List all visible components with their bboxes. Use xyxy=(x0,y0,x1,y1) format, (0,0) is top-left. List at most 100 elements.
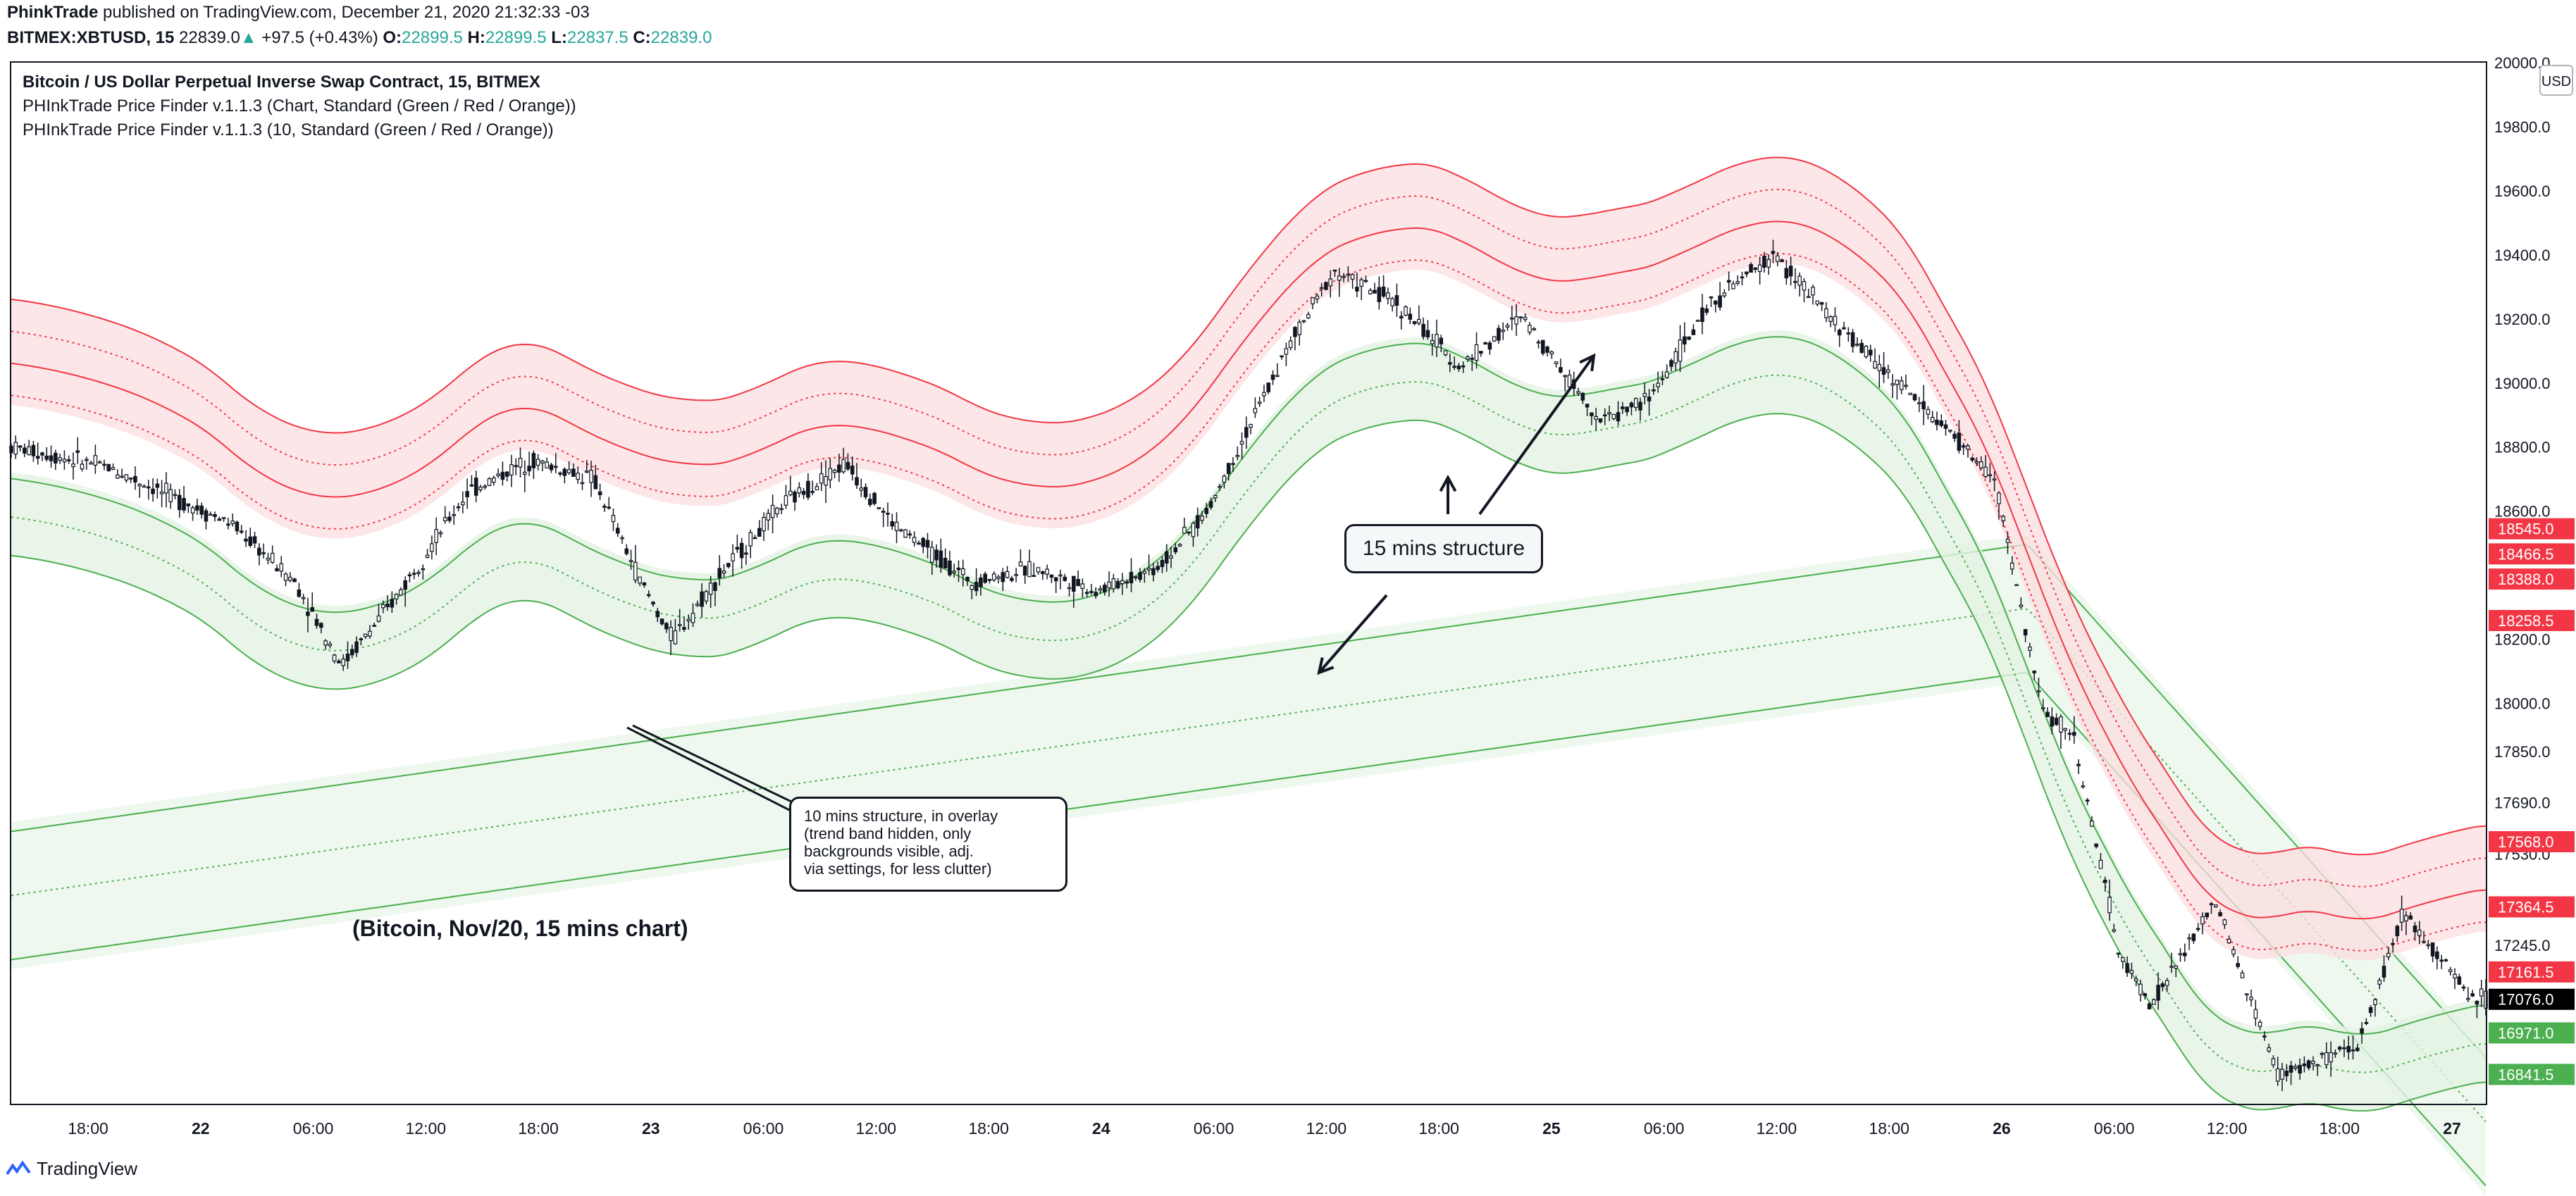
candle-body xyxy=(1266,382,1271,392)
candle-body xyxy=(1107,581,1111,589)
candle-body xyxy=(1687,336,1691,340)
y-tick-label: 19400.0 xyxy=(2494,247,2551,264)
candle-body xyxy=(1293,327,1297,337)
structure-line xyxy=(11,188,2487,887)
candle-body xyxy=(1850,332,1855,347)
candle-body xyxy=(762,516,766,532)
candle-body xyxy=(2386,952,2391,958)
candle-body xyxy=(279,563,284,572)
candle-body xyxy=(522,471,527,475)
candle-body xyxy=(1642,392,1647,397)
x-tick-label: 06:00 xyxy=(743,1119,784,1138)
candle-body xyxy=(1049,574,1054,578)
candle-body xyxy=(478,487,483,490)
low-label: L: xyxy=(551,28,567,47)
candle-body xyxy=(2417,929,2422,936)
candle-body xyxy=(438,532,443,535)
candle-body xyxy=(89,462,93,465)
candle-body xyxy=(673,630,678,644)
candle-body xyxy=(1072,575,1076,592)
candle-body xyxy=(1877,363,1882,371)
x-tick-label: 25 xyxy=(1542,1119,1561,1138)
candle-body xyxy=(704,591,709,602)
author-name[interactable]: PhinkTrade xyxy=(7,3,99,22)
candle-body xyxy=(1456,365,1461,370)
candle-body xyxy=(1142,571,1147,574)
legend-main-series[interactable]: Bitcoin / US Dollar Perpetual Inverse Sw… xyxy=(23,73,540,92)
candle-body xyxy=(1018,561,1023,567)
legend-indicator-chart[interactable]: PHInkTrade Price Finder v.1.1.3 (Chart, … xyxy=(23,96,576,116)
callout-10-line: backgrounds visible, adj. xyxy=(804,842,974,860)
candle-body xyxy=(1195,515,1200,529)
last-price: 22839.0 xyxy=(179,28,240,47)
candle-body xyxy=(757,528,762,537)
candle-body xyxy=(1036,567,1041,573)
candle-body xyxy=(1833,316,1838,325)
candle-body xyxy=(2222,919,2227,926)
candle-body xyxy=(1753,267,1758,270)
candle-body xyxy=(411,573,416,575)
candle-body xyxy=(748,532,753,547)
candle-body xyxy=(1257,401,1262,404)
candle-body xyxy=(939,550,943,568)
candle-body xyxy=(473,478,478,496)
candle-body xyxy=(1191,523,1196,537)
candle-body xyxy=(2090,821,2094,827)
candle-body xyxy=(1997,492,2001,504)
candle-body xyxy=(1824,308,1828,318)
price-label-tag xyxy=(2489,1064,2575,1085)
candle-body xyxy=(208,513,213,516)
structure-line xyxy=(11,374,2487,1073)
candle-body xyxy=(1828,316,1833,322)
candle-body xyxy=(1638,401,1642,411)
candle-body xyxy=(1404,306,1408,316)
candle-body xyxy=(846,461,850,470)
currency-button[interactable]: USD xyxy=(2539,65,2573,96)
candle-body xyxy=(1842,327,1846,330)
candle-body xyxy=(23,447,27,454)
candle-body xyxy=(1979,461,1983,468)
candle-body xyxy=(2422,940,2426,943)
candle-body xyxy=(49,455,54,461)
candle-body xyxy=(1917,402,1921,404)
candle-body xyxy=(2112,929,2117,932)
candle-body xyxy=(190,507,195,513)
candle-body xyxy=(44,455,49,460)
candle-body xyxy=(248,536,253,546)
candle-body xyxy=(2244,993,2249,996)
candle-body xyxy=(159,491,164,494)
candle-body xyxy=(974,581,979,592)
tradingview-logo-icon xyxy=(6,1159,31,1175)
candle-body xyxy=(434,529,438,543)
candle-body xyxy=(1022,566,1027,576)
candle-body xyxy=(2395,926,2400,937)
candle-body xyxy=(261,552,266,554)
candle-body xyxy=(2160,983,2165,988)
candle-body xyxy=(1332,269,1337,272)
candle-body xyxy=(1815,300,1820,305)
legend-indicator-10[interactable]: PHInkTrade Price Finder v.1.1.3 (10, Sta… xyxy=(23,120,554,139)
slow-band-fill xyxy=(11,535,2486,1196)
candle-body xyxy=(102,463,106,466)
candle-body xyxy=(903,529,908,538)
y-tick-label: 18600.0 xyxy=(2494,503,2551,521)
footer-brand[interactable]: TradingView xyxy=(6,1158,137,1180)
candle-body xyxy=(2430,942,2435,957)
candle-body xyxy=(2200,916,2205,925)
candle-body xyxy=(318,623,323,628)
candle-body xyxy=(824,475,828,486)
x-tick-label: 06:00 xyxy=(2094,1119,2135,1138)
candle-body xyxy=(2010,562,2014,570)
candle-body xyxy=(1629,402,1634,408)
candle-body xyxy=(1740,276,1745,279)
candle-body xyxy=(1359,279,1364,287)
candle-body xyxy=(642,582,647,586)
candle-body xyxy=(1868,349,1873,356)
candle-body xyxy=(1115,580,1120,589)
candle-body xyxy=(2134,978,2138,982)
candle-body xyxy=(660,618,664,625)
candle-body xyxy=(1173,547,1178,553)
candle-body xyxy=(2218,912,2222,917)
candle-body xyxy=(1970,457,1975,461)
